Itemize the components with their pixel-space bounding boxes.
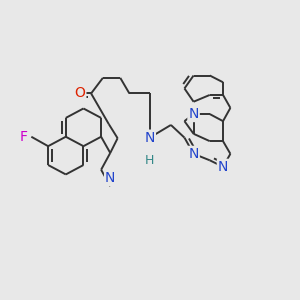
Text: H: H xyxy=(145,154,154,167)
Text: F: F xyxy=(20,130,28,144)
Text: O: O xyxy=(74,86,86,100)
Text: N: N xyxy=(105,171,116,185)
Text: N: N xyxy=(145,130,155,145)
Text: N: N xyxy=(218,160,228,174)
Text: N: N xyxy=(188,107,199,121)
Text: N: N xyxy=(188,147,199,161)
